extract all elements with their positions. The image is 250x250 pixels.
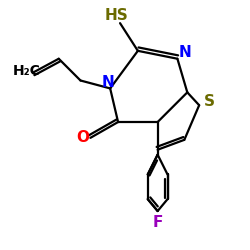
Text: H₂C: H₂C xyxy=(13,64,41,78)
Text: HS: HS xyxy=(104,8,128,23)
Text: N: N xyxy=(102,75,115,90)
Text: F: F xyxy=(152,216,163,230)
Text: S: S xyxy=(204,94,214,109)
Text: N: N xyxy=(179,45,192,60)
Text: O: O xyxy=(76,130,89,145)
